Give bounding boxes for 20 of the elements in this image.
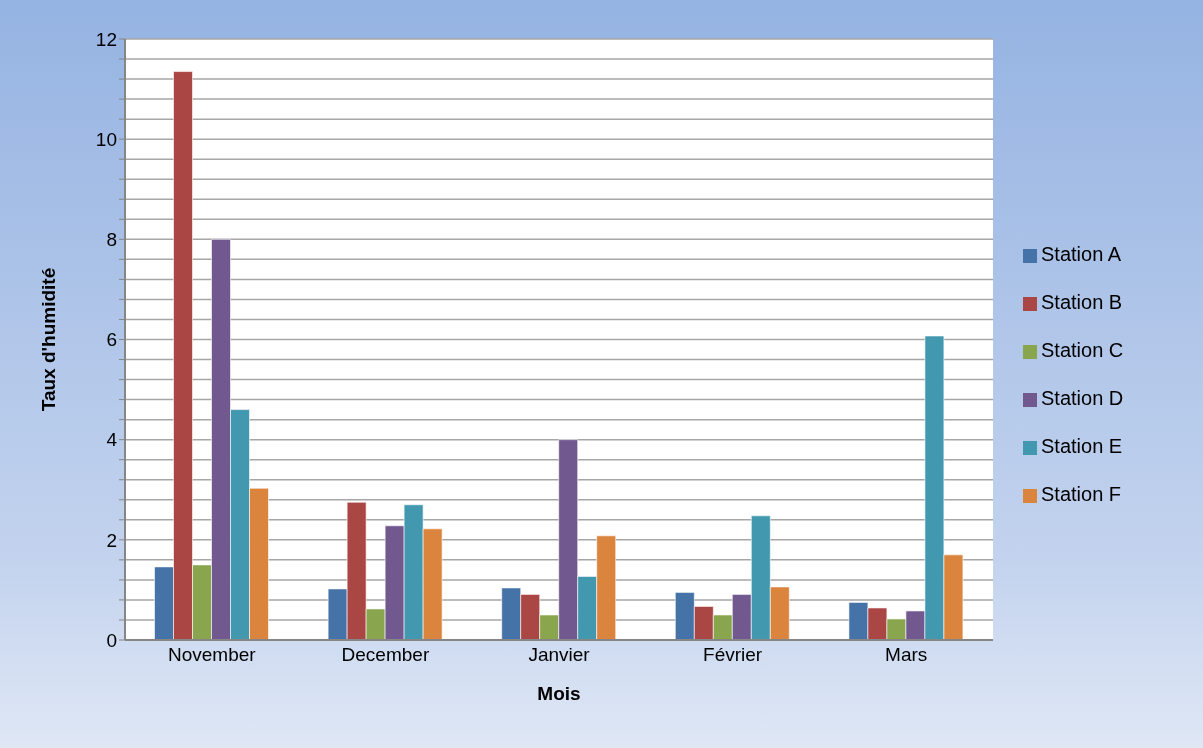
legend-label: Station E: [1041, 435, 1123, 457]
y-axis-title: Taux d'humidité: [37, 267, 59, 412]
legend-label: Station C: [1041, 339, 1124, 361]
x-tick-label: December: [341, 644, 430, 666]
legend-label: Station A: [1041, 243, 1122, 265]
y-tick-label: 10: [95, 128, 117, 150]
y-tick-label: 12: [95, 28, 117, 50]
legend-label: Station D: [1041, 387, 1124, 409]
y-tick-label: 6: [106, 329, 117, 351]
y-tick-label: 2: [106, 529, 117, 551]
legend-label: Station F: [1041, 483, 1122, 505]
x-axis-title: Mois: [537, 683, 581, 704]
y-tick-label: 0: [106, 629, 117, 651]
y-tick-label: 8: [106, 229, 117, 251]
x-tick-label: Janvier: [528, 644, 591, 666]
x-tick-label: Mars: [885, 644, 928, 666]
x-tick-label: Février: [703, 644, 763, 666]
y-tick-label: 4: [106, 429, 118, 451]
x-tick-label: November: [167, 644, 257, 666]
legend-label: Station B: [1041, 291, 1123, 313]
